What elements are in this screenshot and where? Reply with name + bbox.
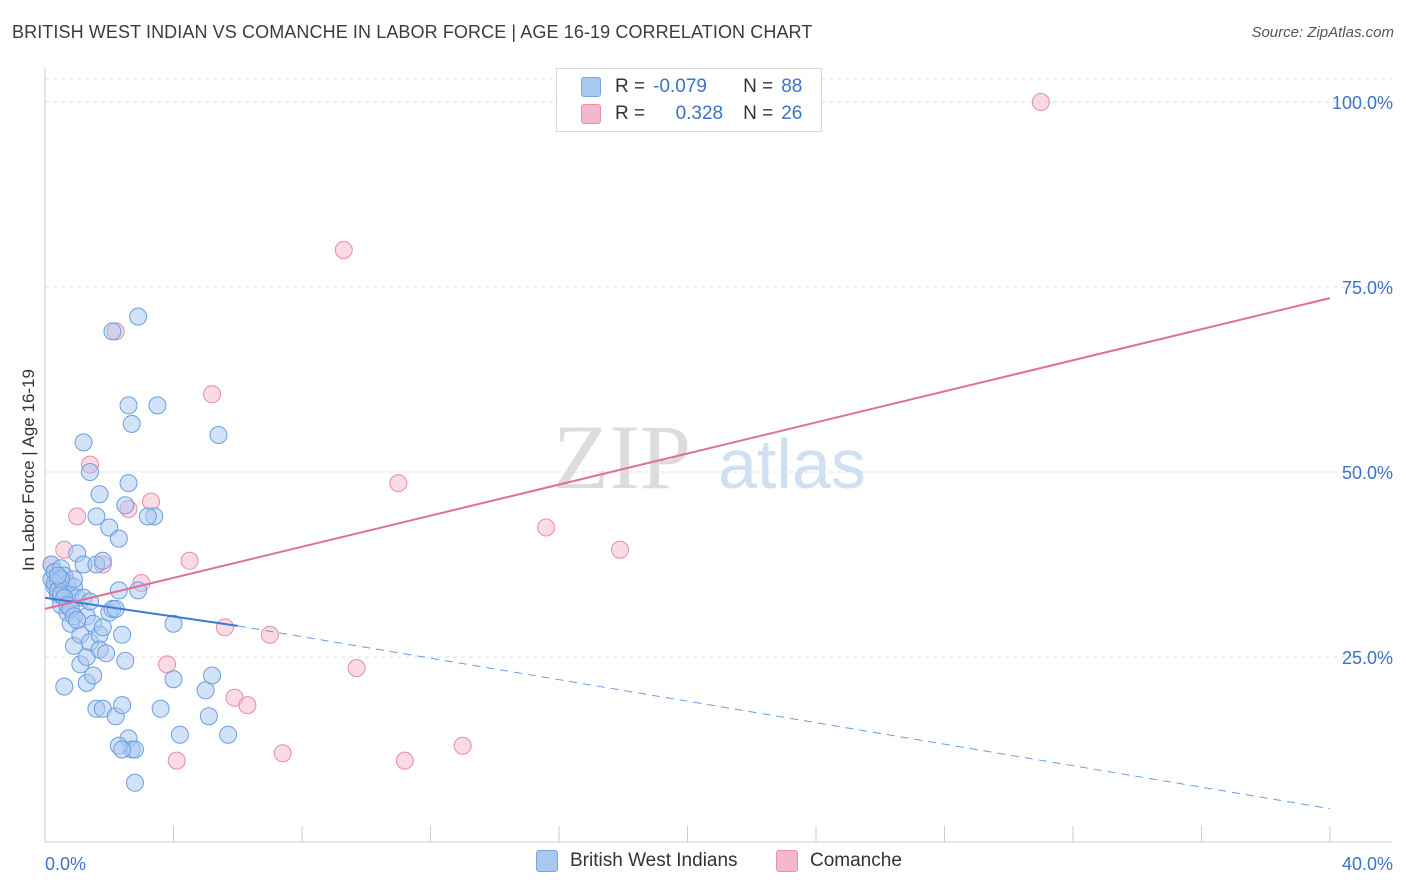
y-tick-label: 25.0% bbox=[1342, 648, 1393, 668]
y-axis-label-group: In Labor Force | Age 16-19 bbox=[19, 369, 38, 571]
grid-lines bbox=[45, 78, 1392, 658]
x-tick-label: 40.0% bbox=[1342, 854, 1393, 874]
legend-label: Comanche bbox=[810, 850, 902, 871]
legend-swatch-pink bbox=[581, 104, 601, 124]
comanche-point bbox=[611, 540, 630, 559]
comanche-point bbox=[215, 618, 234, 637]
y-tick-label: 50.0% bbox=[1342, 463, 1393, 483]
x-tick-label: 0.0% bbox=[45, 854, 86, 874]
comanche-point bbox=[203, 385, 222, 404]
n-value: 88 bbox=[781, 76, 803, 97]
stats-legend: R = -0.079 N = 88 R = 0.328 N = 26 bbox=[556, 68, 822, 132]
axes bbox=[44, 68, 1392, 843]
british-west-indians-point bbox=[219, 725, 238, 744]
comanche-point bbox=[334, 241, 353, 259]
british-west-indians-point bbox=[113, 740, 132, 759]
chart-title: BRITISH WEST INDIAN VS COMANCHE IN LABOR… bbox=[12, 22, 813, 42]
legend-swatch-blue bbox=[536, 850, 558, 872]
comanche-point bbox=[167, 751, 186, 770]
british-west-indians-point bbox=[113, 625, 132, 644]
comanche-point bbox=[273, 744, 292, 763]
comanche-point bbox=[453, 736, 472, 755]
y-axis-label: In Labor Force | Age 16-19 bbox=[19, 369, 38, 571]
british-west-indians-point bbox=[203, 666, 222, 685]
british-west-indians-point bbox=[119, 474, 138, 493]
british-west-indians-point bbox=[113, 696, 132, 715]
british-west-indians-point bbox=[122, 414, 141, 433]
british-west-indians-point bbox=[116, 496, 135, 515]
british-west-indians-point bbox=[148, 396, 167, 415]
watermark-atlas: atlas bbox=[718, 425, 866, 503]
british-west-indians-point bbox=[109, 529, 128, 548]
comanche-point bbox=[347, 659, 366, 678]
comanche-point bbox=[180, 551, 199, 570]
n-label: N = bbox=[743, 103, 774, 124]
british-west-indians-point bbox=[116, 651, 135, 670]
legend-row-pink: R = 0.328 N = 26 bbox=[581, 103, 802, 125]
british-west-indians-point bbox=[103, 322, 122, 341]
british-west-indians-point bbox=[48, 566, 67, 585]
r-value: 0.328 bbox=[675, 103, 724, 124]
british-west-indians-point bbox=[74, 433, 93, 452]
watermark: ZIP atlas bbox=[553, 406, 866, 508]
british-west-indians-point bbox=[80, 463, 99, 481]
source-label: Source: ZipAtlas.com bbox=[1251, 24, 1394, 41]
british-west-indians-points bbox=[42, 307, 238, 792]
legend-item-comanche: Comanche bbox=[776, 850, 902, 872]
british-west-indians-point bbox=[164, 670, 183, 689]
british-west-indians-point bbox=[87, 507, 106, 526]
british-west-indians-point bbox=[84, 666, 103, 685]
comanche-point bbox=[537, 518, 556, 537]
comanche-point bbox=[395, 751, 414, 770]
y-tick-label: 100.0% bbox=[1332, 93, 1393, 113]
legend-swatch-pink bbox=[776, 850, 798, 872]
legend-item-british-west-indians: British West Indians bbox=[536, 850, 738, 872]
comanche-point bbox=[260, 625, 279, 644]
british-west-indians-point bbox=[151, 699, 170, 718]
r-label: R = bbox=[615, 76, 646, 97]
british-west-indians-point bbox=[138, 507, 157, 526]
series-legend: British West Indians Comanche bbox=[0, 850, 1406, 878]
legend-swatch-blue bbox=[581, 77, 601, 97]
british-west-indians-point bbox=[209, 426, 228, 444]
n-value: 26 bbox=[781, 103, 803, 124]
comanche-point bbox=[142, 492, 161, 511]
comanche-point bbox=[68, 507, 87, 526]
comanche-trendline bbox=[44, 297, 1331, 610]
legend-label: British West Indians bbox=[570, 850, 738, 871]
n-label: N = bbox=[743, 76, 774, 97]
legend-row-blue: R = -0.079 N = 88 bbox=[581, 76, 802, 98]
british-west-indians-trendline-extension bbox=[237, 625, 1331, 810]
trend-lines bbox=[44, 297, 1331, 810]
british-west-indians-point bbox=[170, 725, 189, 744]
comanche-point bbox=[389, 474, 408, 493]
british-west-indians-point bbox=[125, 773, 144, 792]
british-west-indians-point bbox=[164, 614, 183, 633]
tick-labels: 25.0% 50.0% 75.0% 100.0% 0.0% 40.0% bbox=[45, 93, 1393, 874]
british-west-indians-point bbox=[55, 677, 74, 696]
british-west-indians-point bbox=[68, 611, 87, 629]
british-west-indians-point bbox=[199, 707, 218, 726]
watermark-zip: ZIP bbox=[553, 406, 691, 508]
y-tick-label: 75.0% bbox=[1342, 278, 1393, 298]
british-west-indians-point bbox=[93, 551, 112, 570]
comanche-points bbox=[42, 93, 1050, 770]
british-west-indians-point bbox=[119, 396, 138, 415]
british-west-indians-point bbox=[129, 307, 148, 326]
british-west-indians-trendline bbox=[44, 596, 238, 627]
r-value: -0.079 bbox=[653, 76, 707, 97]
r-label: R = bbox=[615, 103, 646, 124]
british-west-indians-point bbox=[80, 592, 99, 611]
comanche-point bbox=[1031, 93, 1050, 111]
british-west-indians-point bbox=[97, 644, 116, 663]
british-west-indians-point bbox=[90, 485, 109, 504]
comanche-point bbox=[238, 696, 257, 715]
